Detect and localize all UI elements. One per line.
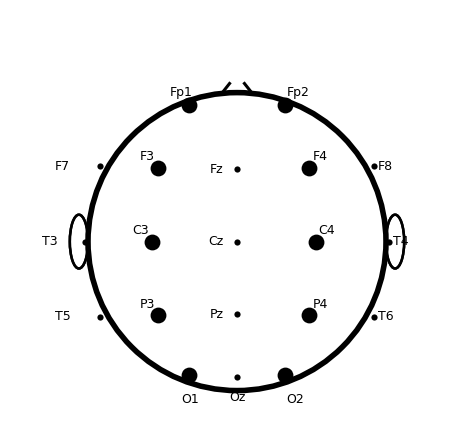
Text: Fz: Fz	[210, 163, 224, 176]
Point	[371, 163, 378, 170]
Point	[186, 101, 193, 109]
Point	[155, 164, 162, 171]
Text: Fp1: Fp1	[170, 86, 192, 99]
Text: T6: T6	[378, 311, 393, 324]
Point	[312, 238, 319, 245]
Point	[148, 238, 156, 245]
Point	[371, 313, 378, 320]
Point	[233, 373, 241, 380]
Text: C3: C3	[133, 224, 149, 237]
Text: F7: F7	[55, 160, 70, 173]
Point	[306, 164, 313, 171]
Ellipse shape	[70, 214, 88, 268]
Point	[96, 313, 103, 320]
Text: F4: F4	[312, 150, 328, 163]
Point	[96, 163, 103, 170]
Point	[233, 238, 241, 245]
Text: F8: F8	[378, 160, 393, 173]
Point	[233, 311, 241, 318]
Text: Pz: Pz	[210, 307, 224, 320]
Ellipse shape	[386, 214, 404, 268]
Text: P3: P3	[140, 298, 155, 311]
Point	[186, 371, 193, 378]
Point	[281, 371, 288, 378]
Text: O1: O1	[181, 392, 199, 406]
Text: T5: T5	[55, 311, 71, 324]
Point	[155, 312, 162, 319]
Point	[81, 238, 89, 245]
Text: Oz: Oz	[229, 392, 245, 405]
Point	[233, 166, 241, 173]
Point	[281, 101, 288, 109]
Text: P4: P4	[312, 298, 328, 311]
Text: T4: T4	[392, 235, 408, 248]
Point	[385, 238, 393, 245]
Text: O2: O2	[287, 392, 304, 406]
Point	[306, 312, 313, 319]
Text: T3: T3	[43, 235, 58, 248]
Text: F3: F3	[140, 150, 155, 163]
Text: Cz: Cz	[209, 235, 224, 248]
Text: C4: C4	[319, 224, 335, 237]
Text: Fp2: Fp2	[287, 86, 310, 99]
